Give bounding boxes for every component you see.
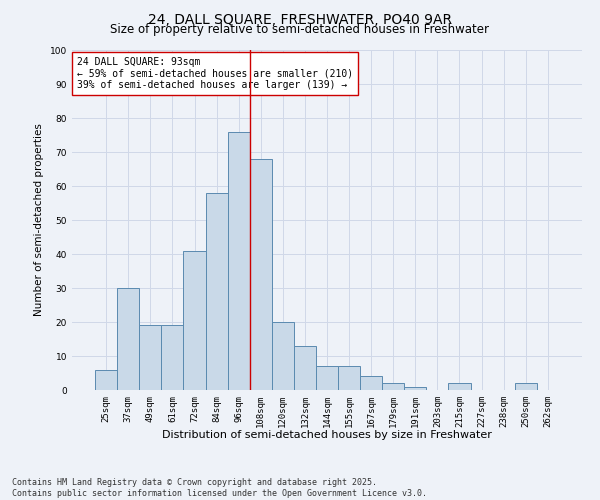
Bar <box>206 193 227 390</box>
Bar <box>338 366 360 390</box>
Bar <box>515 383 537 390</box>
X-axis label: Distribution of semi-detached houses by size in Freshwater: Distribution of semi-detached houses by … <box>162 430 492 440</box>
Text: 24, DALL SQUARE, FRESHWATER, PO40 9AR: 24, DALL SQUARE, FRESHWATER, PO40 9AR <box>148 12 452 26</box>
Bar <box>404 386 427 390</box>
Bar <box>227 132 250 390</box>
Bar <box>360 376 382 390</box>
Bar <box>117 288 139 390</box>
Y-axis label: Number of semi-detached properties: Number of semi-detached properties <box>34 124 44 316</box>
Bar <box>294 346 316 390</box>
Bar <box>184 250 206 390</box>
Bar <box>382 383 404 390</box>
Bar <box>448 383 470 390</box>
Text: 24 DALL SQUARE: 93sqm
← 59% of semi-detached houses are smaller (210)
39% of sem: 24 DALL SQUARE: 93sqm ← 59% of semi-deta… <box>77 57 353 90</box>
Bar <box>139 326 161 390</box>
Text: Size of property relative to semi-detached houses in Freshwater: Size of property relative to semi-detach… <box>110 22 490 36</box>
Bar <box>161 326 184 390</box>
Bar <box>316 366 338 390</box>
Bar <box>95 370 117 390</box>
Bar <box>272 322 294 390</box>
Bar <box>250 159 272 390</box>
Text: Contains HM Land Registry data © Crown copyright and database right 2025.
Contai: Contains HM Land Registry data © Crown c… <box>12 478 427 498</box>
